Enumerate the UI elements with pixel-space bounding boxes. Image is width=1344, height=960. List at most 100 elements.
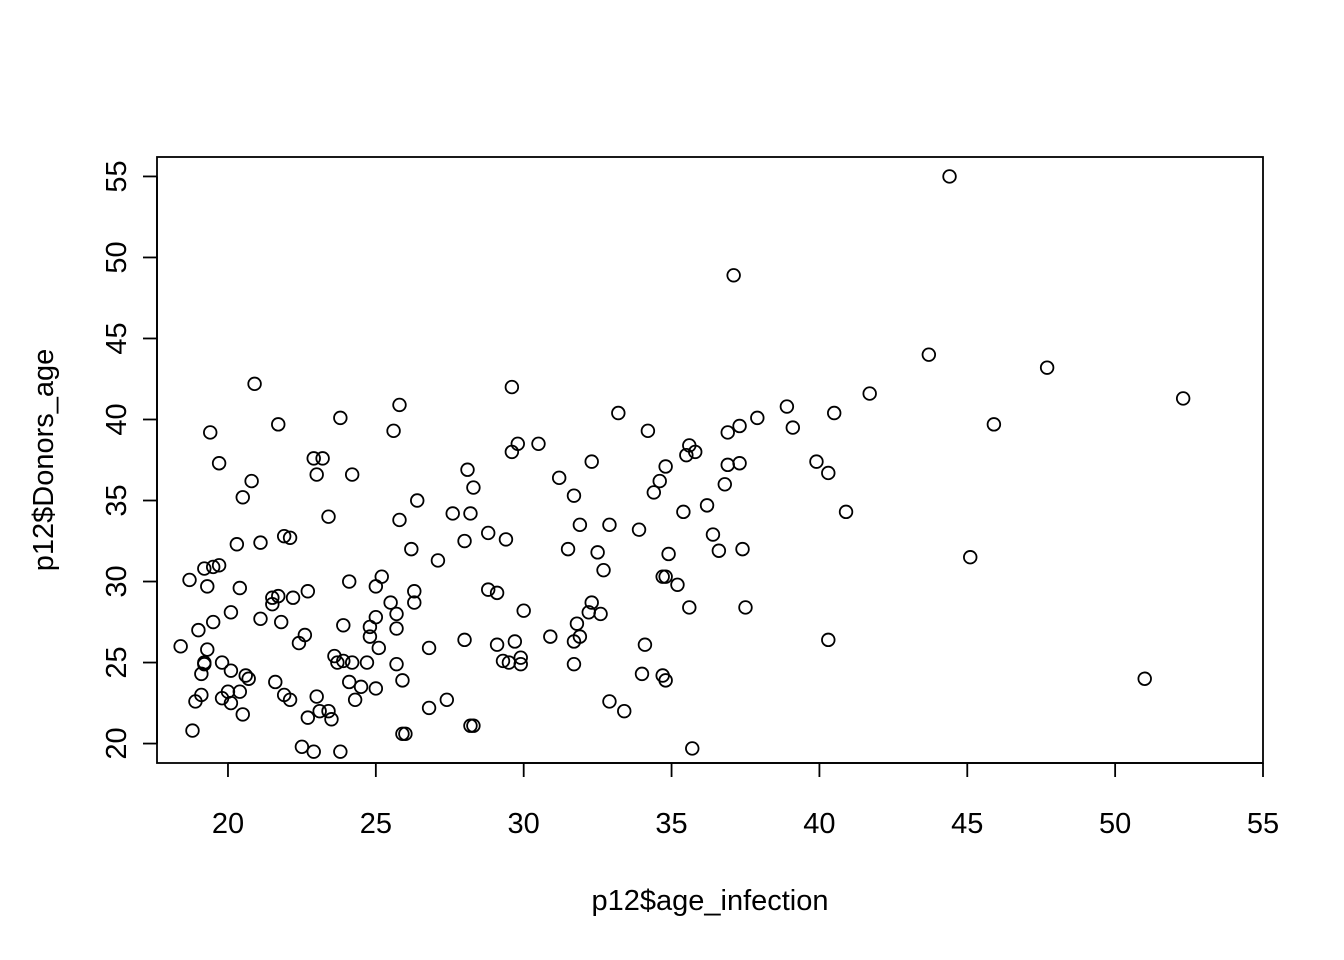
data-point bbox=[658, 673, 673, 688]
data-point bbox=[963, 550, 978, 565]
data-point bbox=[205, 614, 221, 630]
data-points bbox=[173, 169, 1191, 759]
x-tick-label: 25 bbox=[360, 808, 392, 840]
data-point bbox=[309, 467, 324, 482]
data-point bbox=[197, 561, 212, 576]
data-point bbox=[717, 477, 732, 492]
data-point bbox=[572, 517, 588, 533]
data-point bbox=[827, 405, 842, 421]
data-point bbox=[481, 525, 496, 541]
data-point bbox=[507, 634, 523, 649]
data-point bbox=[921, 347, 937, 362]
data-point bbox=[809, 454, 824, 469]
data-point bbox=[274, 614, 289, 630]
data-point bbox=[241, 671, 256, 686]
x-axis-title: p12$age_infection bbox=[591, 885, 828, 917]
data-point bbox=[602, 694, 617, 709]
data-point bbox=[306, 744, 321, 759]
y-tick-label: 55 bbox=[101, 160, 133, 192]
data-point bbox=[732, 418, 747, 434]
data-point bbox=[235, 707, 250, 722]
data-point bbox=[584, 454, 599, 469]
data-point bbox=[185, 723, 200, 738]
data-point bbox=[395, 726, 410, 742]
data-point bbox=[223, 695, 239, 711]
y-axis: 20 25 30 35 40 45 50 55 bbox=[101, 160, 158, 760]
data-point bbox=[460, 462, 475, 477]
y-tick-label: 40 bbox=[101, 403, 133, 435]
data-point bbox=[342, 674, 357, 690]
data-point bbox=[785, 420, 801, 435]
data-point bbox=[271, 588, 286, 604]
data-point bbox=[285, 590, 301, 605]
data-point bbox=[282, 530, 298, 545]
data-point bbox=[658, 459, 673, 474]
x-tick-label: 35 bbox=[655, 808, 687, 840]
data-point bbox=[389, 621, 404, 636]
data-point bbox=[463, 718, 478, 733]
y-tick-label: 35 bbox=[101, 484, 133, 516]
data-point bbox=[682, 600, 697, 615]
data-point bbox=[333, 744, 348, 759]
data-point bbox=[566, 656, 582, 672]
data-point bbox=[368, 609, 384, 625]
data-point bbox=[374, 569, 389, 584]
data-point bbox=[457, 533, 472, 549]
data-point bbox=[194, 687, 209, 703]
data-point bbox=[634, 666, 650, 682]
data-point bbox=[211, 456, 227, 471]
data-point bbox=[407, 595, 422, 610]
y-tick-label: 25 bbox=[101, 646, 133, 678]
data-point bbox=[838, 504, 854, 520]
plot-frame bbox=[156, 156, 1264, 764]
data-point bbox=[197, 655, 212, 670]
data-point bbox=[732, 456, 747, 471]
data-point bbox=[543, 629, 558, 644]
data-point bbox=[652, 473, 667, 489]
data-point bbox=[191, 622, 206, 638]
data-point bbox=[676, 504, 691, 520]
data-point bbox=[738, 600, 753, 615]
data-point bbox=[602, 517, 617, 533]
data-point bbox=[510, 436, 525, 451]
data-point bbox=[720, 425, 735, 440]
data-point bbox=[430, 553, 446, 568]
data-point bbox=[344, 655, 360, 670]
data-point bbox=[617, 703, 632, 719]
data-point bbox=[330, 655, 345, 670]
data-point bbox=[315, 451, 330, 466]
data-point bbox=[590, 545, 605, 560]
data-point bbox=[312, 703, 327, 719]
data-point bbox=[531, 436, 546, 451]
data-point bbox=[560, 541, 576, 557]
data-point bbox=[253, 611, 268, 626]
x-axis: 20 25 30 35 40 45 50 55 bbox=[212, 762, 1279, 840]
data-point bbox=[661, 546, 676, 562]
data-point bbox=[735, 541, 750, 557]
data-point bbox=[750, 410, 765, 426]
data-point bbox=[489, 637, 505, 652]
x-tick-label: 45 bbox=[951, 808, 983, 840]
data-point bbox=[679, 447, 694, 463]
data-point bbox=[173, 639, 188, 654]
data-point bbox=[516, 603, 531, 618]
data-point bbox=[407, 584, 422, 599]
data-point bbox=[300, 584, 316, 599]
data-point bbox=[720, 457, 735, 473]
data-point bbox=[336, 618, 351, 633]
data-point bbox=[232, 684, 248, 699]
data-point bbox=[214, 655, 230, 670]
data-point bbox=[726, 268, 741, 283]
data-point bbox=[466, 718, 481, 733]
y-tick-label: 20 bbox=[101, 727, 133, 759]
data-point bbox=[566, 488, 582, 503]
data-point bbox=[368, 681, 384, 696]
data-point bbox=[670, 577, 685, 592]
data-point bbox=[466, 480, 481, 495]
data-point bbox=[1039, 360, 1055, 375]
data-point bbox=[265, 590, 280, 605]
data-point bbox=[359, 655, 375, 670]
data-point bbox=[584, 595, 599, 610]
data-point bbox=[333, 410, 348, 426]
data-point bbox=[862, 386, 877, 401]
